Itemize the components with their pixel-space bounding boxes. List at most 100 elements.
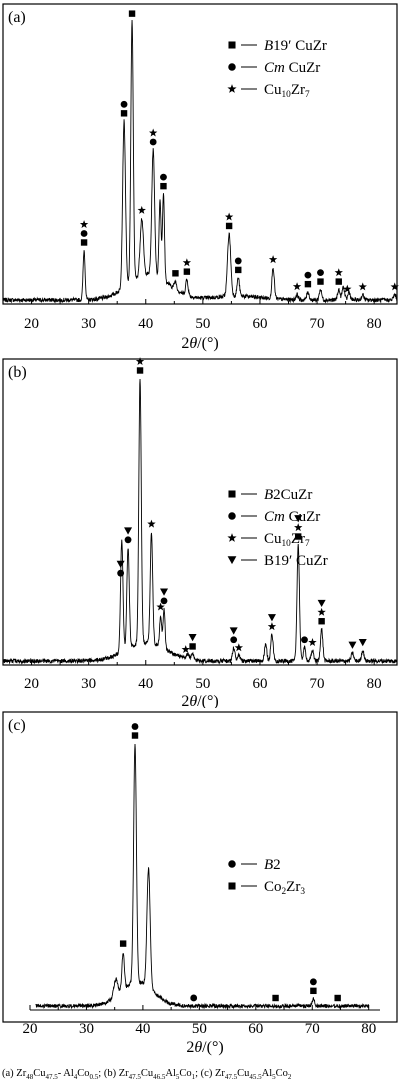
x-tick-label-c-40: 40 bbox=[135, 1021, 150, 1037]
peak-marker-a-circle-4 bbox=[149, 138, 157, 146]
legend-marker-b-square bbox=[228, 490, 236, 498]
peak-marker-c-square-3 bbox=[272, 994, 279, 1002]
peak-marker-b-star-4 bbox=[156, 602, 165, 611]
peak-marker-b-star-3 bbox=[147, 519, 156, 528]
peak-marker-c-circle-1 bbox=[131, 723, 139, 730]
x-tick-label-b-30: 30 bbox=[81, 676, 96, 692]
peak-marker-b-star-10 bbox=[267, 622, 277, 631]
xrd-pattern-line-b bbox=[2, 378, 398, 665]
peak-marker-b-square-14 bbox=[318, 618, 325, 625]
peak-marker-b-triangle-10 bbox=[267, 614, 276, 622]
peak-marker-a-circle-5 bbox=[160, 173, 167, 181]
peak-marker-c-circle-2 bbox=[190, 994, 198, 1002]
peak-marker-c-square-0 bbox=[119, 940, 127, 947]
x-tick-label-a-40: 40 bbox=[138, 316, 153, 332]
peak-marker-a-circle-0 bbox=[80, 230, 88, 237]
peak-marker-a-square-1 bbox=[120, 110, 128, 117]
x-axis-label-a: 2θ/(°) bbox=[181, 335, 218, 352]
xrd-pattern-line-c bbox=[35, 743, 370, 1010]
peak-marker-b-circle-0 bbox=[117, 569, 125, 577]
xrd-panel-c: 20 30 40 50 60 70 80 2θ/(°) (c) B2 Co2Zr3 bbox=[0, 708, 400, 1064]
peak-marker-a-square-2 bbox=[128, 10, 136, 17]
x-tick-label-c-80: 80 bbox=[361, 1021, 376, 1037]
peak-marker-a-circle-13 bbox=[317, 269, 324, 276]
peak-marker-b-star-2 bbox=[135, 357, 145, 366]
xrd-panel-b: 20 30 40 50 60 70 80 2θ/(°) (b) B2CuZr Cm CuZr Cu10… bbox=[0, 355, 400, 708]
x-axis-label-b: 2θ/(°) bbox=[181, 693, 218, 708]
peak-marker-b-star-13 bbox=[308, 638, 317, 646]
plot-frame-a bbox=[2, 3, 398, 305]
x-tick-label-a-70: 70 bbox=[310, 316, 325, 332]
xrd-chart-b: 20 30 40 50 60 70 80 2θ/(°) (b) B2CuZr Cm CuZr Cu10… bbox=[2, 357, 398, 708]
x-tick-label-c-70: 70 bbox=[305, 1021, 320, 1037]
peak-marker-b-star-14 bbox=[317, 607, 326, 616]
peak-marker-b-star-11 bbox=[294, 523, 303, 532]
peak-marker-a-star-15 bbox=[343, 284, 352, 293]
peak-marker-b-triangle-15 bbox=[348, 641, 357, 649]
x-tick-label-b-40: 40 bbox=[138, 676, 153, 692]
legend-label-c-1: Co2Zr3 bbox=[264, 879, 305, 897]
peak-marker-a-circle-9 bbox=[234, 257, 242, 265]
x-tick-label-a-50: 50 bbox=[195, 316, 210, 332]
x-tick-label-c-20: 20 bbox=[23, 1021, 38, 1037]
peak-marker-a-star-17 bbox=[390, 282, 399, 291]
x-tick-label-b-70: 70 bbox=[310, 676, 325, 692]
x-tick-label-a-20: 20 bbox=[24, 316, 39, 332]
peak-marker-a-square-9 bbox=[235, 266, 242, 274]
legend-marker-a-star bbox=[227, 84, 237, 93]
legend-marker-c-square bbox=[228, 882, 236, 890]
peak-marker-a-star-14 bbox=[334, 268, 343, 277]
peak-marker-a-star-11 bbox=[292, 282, 302, 291]
legend-label-b-1: Cm CuZr bbox=[264, 509, 320, 525]
peak-marker-c-square-5 bbox=[334, 994, 341, 1002]
peak-marker-a-square-13 bbox=[317, 278, 324, 285]
legend-marker-b-circle bbox=[228, 512, 236, 520]
peak-marker-b-triangle-11 bbox=[294, 515, 303, 523]
x-tick-label-b-50: 50 bbox=[195, 676, 210, 692]
legend-label-b-0: B2CuZr bbox=[264, 487, 312, 503]
x-tick-label-a-60: 60 bbox=[252, 316, 267, 332]
peak-marker-a-star-0 bbox=[79, 220, 89, 229]
peak-marker-a-star-8 bbox=[224, 212, 234, 221]
x-tick-label-c-50: 50 bbox=[192, 1021, 207, 1037]
xrd-chart-c: 20 30 40 50 60 70 80 2θ/(°) (c) B2 Co2Zr3 bbox=[2, 711, 398, 1056]
peak-marker-b-circle-5 bbox=[160, 597, 168, 605]
peak-marker-a-circle-1 bbox=[120, 100, 128, 108]
panel-label-b: (b) bbox=[8, 364, 27, 381]
peak-marker-a-square-6 bbox=[172, 270, 179, 277]
peak-marker-b-circle-8 bbox=[230, 636, 238, 644]
xrd-panel-a: 20 30 40 50 60 70 80 2θ/(°) (a) B19′ CuZr Cm CuZr C… bbox=[0, 0, 400, 355]
legend-marker-b-star bbox=[227, 533, 237, 542]
x-tick-label-b-60: 60 bbox=[252, 676, 267, 692]
legend-label-b-3: B19′ CuZr bbox=[264, 553, 328, 569]
peak-marker-b-triangle-16 bbox=[358, 639, 367, 647]
peak-marker-a-square-7 bbox=[183, 268, 191, 275]
figure-caption: (a) Zr48Cu47.5- Al4Co0.5; (b) Zr47.5Cu46… bbox=[2, 1068, 292, 1082]
legend-label-a-1: Cm CuZr bbox=[264, 60, 320, 76]
xrd-pattern-line-a bbox=[2, 19, 398, 304]
x-axis-label-c: 2θ/(°) bbox=[186, 1039, 223, 1056]
peak-marker-a-square-0 bbox=[80, 239, 88, 246]
peak-marker-b-square-11 bbox=[295, 533, 302, 540]
panel-label-c: (c) bbox=[8, 717, 26, 734]
legend-marker-b-triangle bbox=[227, 556, 237, 565]
x-tick-label-c-30: 30 bbox=[79, 1021, 94, 1037]
peak-marker-b-circle-1 bbox=[124, 536, 132, 544]
x-tick-label-b-20: 20 bbox=[24, 676, 39, 692]
peak-marker-b-square-2 bbox=[136, 367, 144, 374]
peak-marker-a-square-5 bbox=[160, 182, 167, 190]
legend-marker-c-circle bbox=[228, 860, 236, 868]
legend-label-a-0: B19′ CuZr bbox=[264, 38, 327, 54]
legend-label-c-0: B2 bbox=[264, 857, 281, 873]
peak-marker-b-triangle-1 bbox=[124, 527, 133, 535]
legend-marker-a-square bbox=[228, 41, 236, 49]
peak-marker-b-circle-12 bbox=[301, 636, 308, 644]
peak-marker-b-star-9 bbox=[234, 643, 244, 652]
peak-marker-a-star-16 bbox=[358, 282, 367, 291]
peak-marker-a-star-3 bbox=[137, 205, 146, 214]
plot-frame-b bbox=[2, 358, 398, 666]
peak-marker-b-triangle-7 bbox=[188, 634, 197, 642]
peak-marker-b-square-7 bbox=[189, 643, 196, 650]
peak-marker-a-circle-12 bbox=[304, 271, 312, 279]
peak-marker-a-square-12 bbox=[304, 280, 312, 288]
